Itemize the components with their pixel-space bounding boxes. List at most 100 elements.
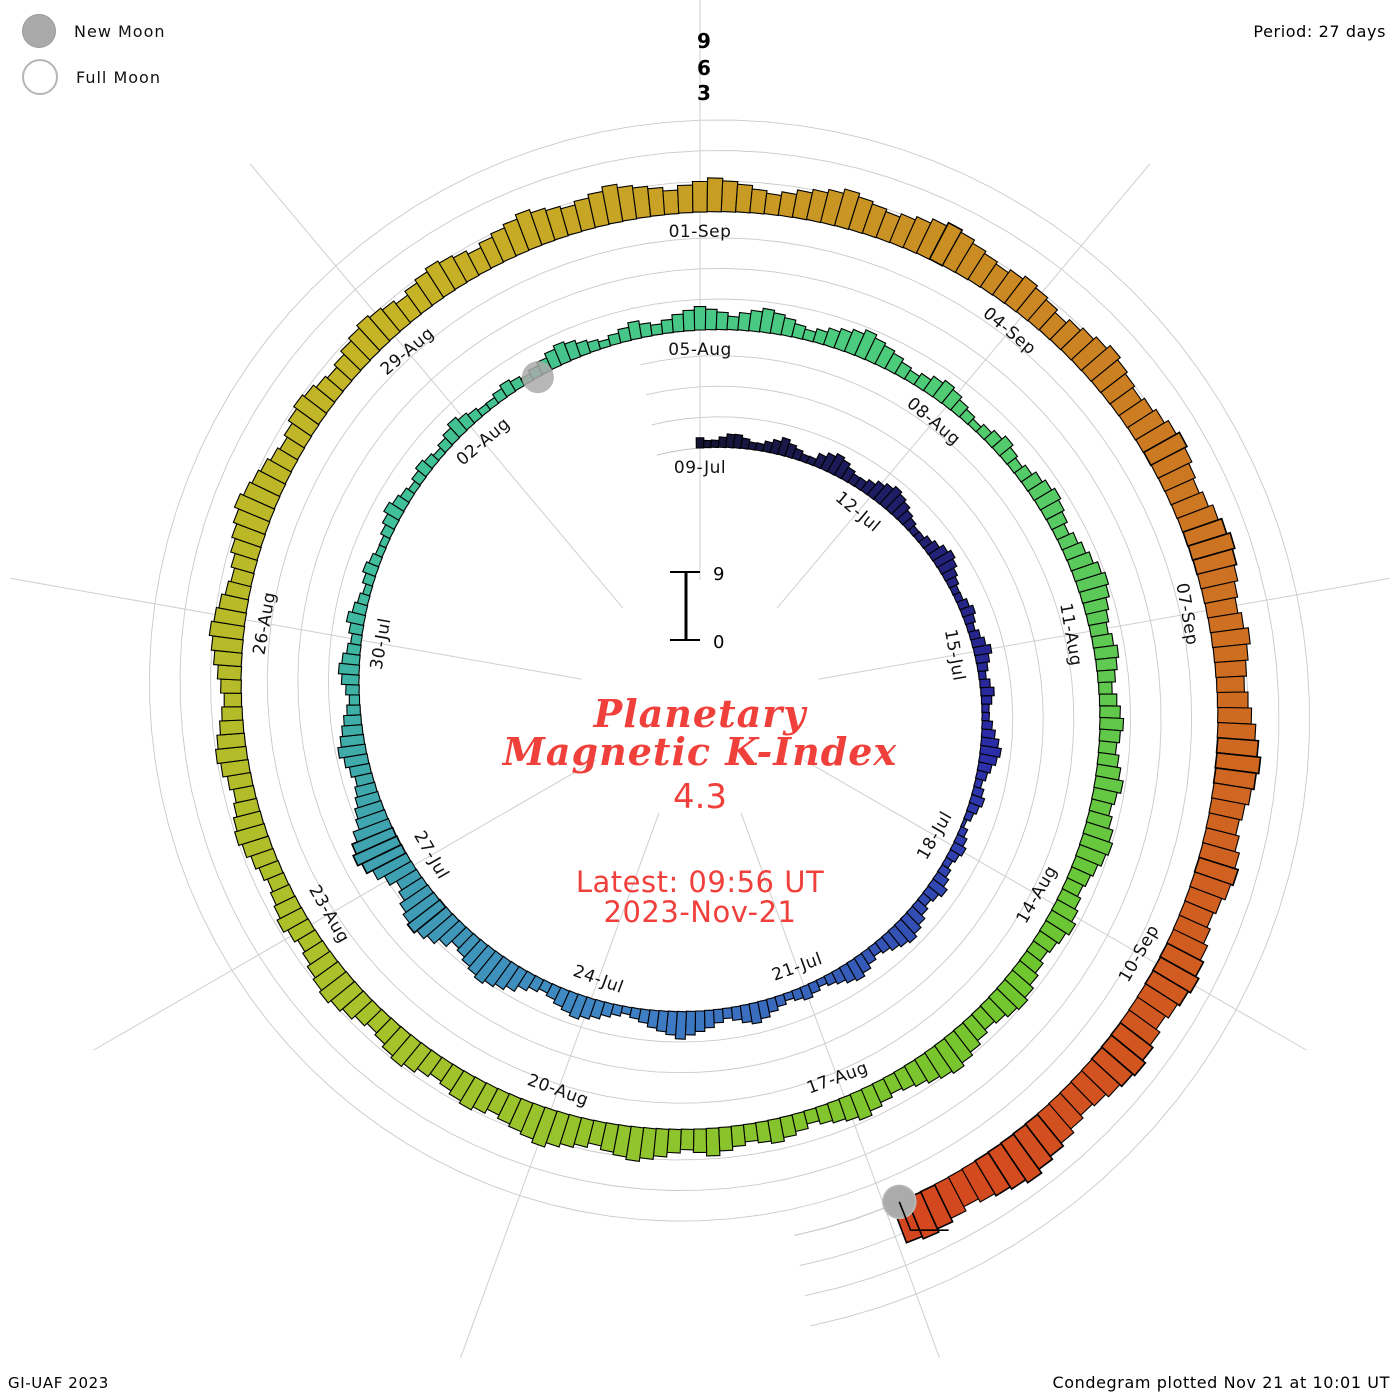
scalebar-label-bottom: 0 [713,632,724,653]
kp-bar [769,312,786,336]
kp-bar [838,1094,860,1122]
kp-bar [1200,580,1239,605]
kp-bar [703,1009,715,1029]
kp-bar [1003,275,1039,313]
grid-spoke [10,577,582,680]
kp-bar [703,439,712,449]
kp-bar [706,177,724,213]
kp-bar [846,957,866,982]
grid-spoke [249,163,624,609]
kp-bar [1070,1070,1107,1107]
kp-bar [941,567,959,582]
kp-bar [341,652,361,666]
kp-bar [854,329,878,361]
kp-bar [936,558,958,576]
kp-bar [999,446,1019,466]
kp-bar [1098,728,1121,744]
kp-bar [496,1092,522,1125]
kp-bar [682,309,696,332]
legend-item-full-moon: Full Moon [22,54,166,100]
kp-bar [457,412,476,431]
kp-bar [742,1122,759,1143]
plotted-timestamp: Condegram plotted Nov 21 at 10:01 UT [1052,1373,1390,1392]
kp-bar [1080,344,1122,383]
kp-bar [1098,681,1113,695]
kp-bar [974,769,989,782]
kp-bar [273,895,302,920]
kp-bar [341,724,364,738]
center-annotation: Planetary Magnetic K-Index 4.3 Latest: 0… [501,691,898,929]
kp-bar [861,203,888,239]
kp-bar [780,316,797,338]
kp-bar [560,989,579,1014]
kp-bar [874,936,891,954]
kp-bar [980,686,995,697]
kp-bar [575,339,592,357]
kp-bar [303,384,336,414]
kp-bar [340,673,360,686]
kp-bar [1093,644,1120,661]
center-scale-bar: 9 0 [670,564,724,653]
kp-bar [662,189,680,215]
kp-bar [1189,871,1232,901]
kp-bar [390,1033,422,1068]
kp-bar [986,1142,1027,1191]
date-label: 15-Jul [940,628,969,683]
kp-bar [1074,843,1107,867]
kp-bar [1192,548,1238,576]
kp-bar [1096,669,1116,684]
kp-bar [391,494,410,512]
kp-bar [776,436,792,457]
kp-bar [665,1010,678,1036]
kp-bar [348,694,361,706]
kp-bar [735,183,754,214]
kp-bar [398,876,429,902]
kp-bar [399,884,434,914]
center-title-line1: Planetary [593,691,809,736]
kp-bar [259,457,293,485]
kp-bar [739,1003,753,1024]
kp-bar [973,1151,1012,1197]
kp-bar [638,322,653,339]
center-title-line2: Magnetic K-Index [501,729,898,774]
kp-bar [691,180,709,213]
kp-bar [221,706,244,722]
date-label: 05-Aug [668,340,732,360]
kp-bar [963,809,975,823]
kp-bar [838,962,857,984]
kp-bar [251,469,287,498]
kp-bar [694,1010,706,1032]
kp-bar [1039,499,1065,521]
kp-bar [660,318,674,335]
kp-bar [337,662,361,676]
kp-bar [913,1052,941,1084]
center-latest-date: 2023-Nov-21 [604,895,797,929]
kp-bar [224,580,252,601]
kp-bar [981,711,991,722]
kp-bar [458,1076,487,1111]
kp-bar [999,1133,1043,1184]
kp-bar [833,459,852,480]
full-moon-icon [22,59,58,95]
kp-bar [945,848,961,864]
kp-bar [1044,909,1077,936]
kp-bar [519,1102,546,1140]
kp-bar [740,437,751,450]
kp-bar [356,592,371,607]
kp-bar [234,822,269,847]
kp-bar [1075,571,1110,594]
kp-bar [840,466,856,484]
kp-bar [1032,930,1058,954]
kp-bar [1098,693,1118,707]
kp-bar [1090,359,1129,394]
kp-bar [1045,510,1069,531]
kp-bar [312,960,347,992]
kp-bar [616,184,638,222]
kp-bar [223,692,243,708]
kp-bar [981,703,990,714]
kp-bar [962,613,977,626]
kp-bar [1210,627,1251,649]
kp-bar [879,485,903,510]
new-moon-marker [521,361,554,394]
kp-bar [885,493,907,515]
